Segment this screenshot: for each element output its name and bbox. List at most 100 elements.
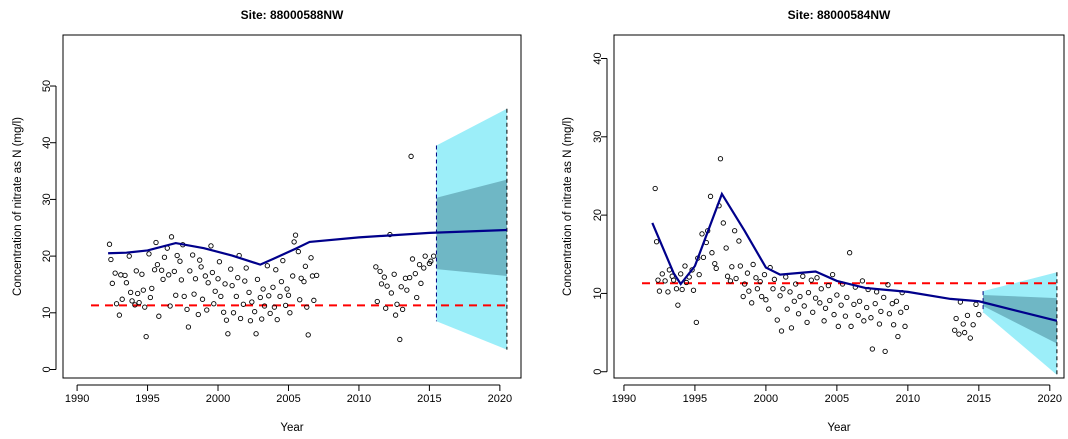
data-point [208, 243, 214, 249]
data-point [717, 156, 724, 162]
data-point [267, 310, 273, 317]
data-point [673, 286, 680, 292]
data-point [869, 346, 876, 352]
data-point [653, 239, 660, 245]
data-point [709, 250, 715, 256]
y-tick-label: 30 [41, 193, 53, 205]
data-point [274, 316, 280, 323]
data-point [898, 309, 904, 315]
data-point [757, 279, 763, 285]
data-point [298, 275, 304, 281]
data-point [304, 304, 310, 310]
data-point [741, 281, 748, 287]
data-point [846, 250, 853, 256]
data-point [736, 238, 742, 244]
data-point [822, 305, 829, 311]
data-point [655, 277, 661, 283]
chart-title: Site: 88000584NW [788, 8, 891, 22]
data-point [287, 310, 293, 316]
data-point [195, 311, 201, 318]
data-point [693, 319, 699, 326]
data-point [243, 265, 249, 271]
data-point [737, 263, 743, 269]
data-point [184, 306, 190, 313]
y-tick-label: 20 [41, 250, 53, 262]
data-point [795, 311, 802, 317]
data-point [872, 300, 878, 307]
data-point [140, 287, 146, 293]
data-point [889, 300, 895, 307]
data-point [679, 286, 685, 293]
data-point [381, 274, 387, 280]
data-point [235, 275, 241, 281]
data-point [160, 276, 166, 283]
data-point [237, 315, 244, 322]
data-point [665, 289, 671, 295]
data-point [720, 220, 726, 226]
x-axis: 1990 1995 2000 2005 2010 2015 2020 [612, 384, 1062, 405]
x-tick-label: 1995 [135, 393, 159, 405]
x-tick-label: 2015 [967, 393, 991, 405]
data-point [192, 276, 199, 282]
data-point [132, 302, 138, 308]
data-point [699, 231, 705, 237]
y-tick-label: 30 [592, 131, 604, 143]
data-point [844, 294, 850, 300]
data-point [409, 256, 416, 262]
data-point [976, 311, 982, 318]
data-point [123, 280, 130, 286]
data-point [838, 302, 844, 308]
data-point [311, 297, 317, 303]
y-tick-label: 20 [592, 209, 604, 221]
data-point [404, 287, 410, 293]
chart-title: Site: 88000588NW [241, 8, 344, 22]
data-point [249, 299, 255, 305]
data-point [801, 303, 807, 309]
data-point [690, 287, 697, 293]
data-point [242, 278, 248, 284]
y-tick-label: 0 [592, 369, 604, 375]
data-point [842, 313, 849, 319]
data-point [766, 306, 772, 312]
data-point [240, 301, 247, 307]
data-point [297, 297, 303, 303]
data-point [797, 293, 803, 300]
forecast-inner-band [436, 179, 507, 276]
data-point [818, 286, 824, 292]
data-point [295, 248, 301, 255]
data-point [119, 296, 125, 302]
y-tick-label: 50 [41, 80, 53, 92]
x-tick-label: 1990 [612, 393, 636, 405]
data-point [398, 284, 404, 290]
data-point [216, 259, 223, 265]
data-point [225, 331, 231, 337]
data-point [399, 306, 406, 313]
data-point [261, 303, 268, 309]
data-point [109, 280, 115, 286]
data-point [414, 294, 420, 301]
data-point [682, 263, 688, 269]
data-point [689, 267, 695, 273]
data-point [187, 268, 193, 274]
data-point [171, 268, 177, 275]
data-point [189, 252, 196, 258]
data-points [652, 156, 982, 355]
data-point [876, 321, 883, 327]
trend-line [108, 228, 507, 266]
data-point [678, 271, 684, 277]
data-point [707, 193, 714, 199]
data-point [168, 234, 175, 240]
data-point [246, 289, 252, 296]
data-point [185, 324, 192, 330]
data-point [817, 300, 823, 306]
data-point [778, 328, 785, 334]
data-point [800, 273, 806, 279]
data-point [285, 292, 292, 298]
plot-frame [62, 34, 522, 379]
x-tick-label: 2015 [417, 393, 441, 405]
data-point [202, 273, 208, 279]
data-point [952, 327, 958, 333]
data-point [260, 286, 266, 292]
y-axis: 0 10 20 30 40 [592, 52, 608, 375]
x-tick-label: 2005 [825, 393, 849, 405]
